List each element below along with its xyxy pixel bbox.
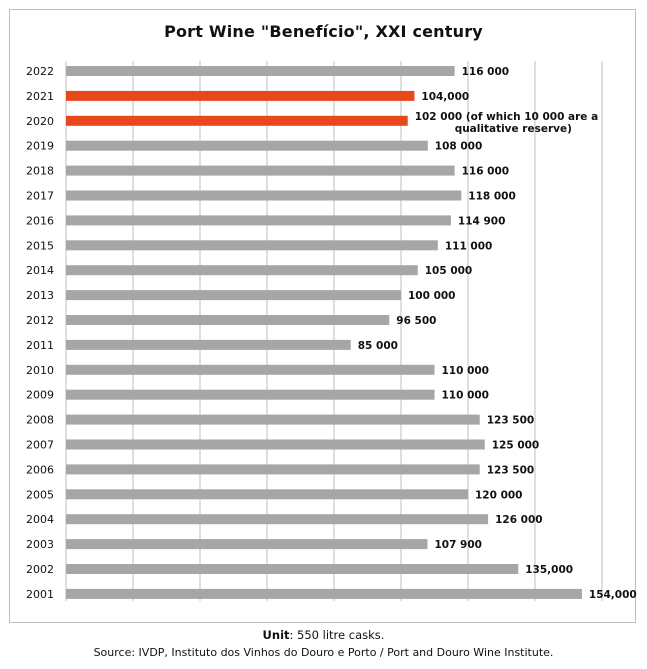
data-label: 126 000 <box>495 514 542 526</box>
bar-2002 <box>66 564 519 574</box>
data-label: 135,000 <box>525 564 573 576</box>
data-label: 116 000 <box>462 66 510 78</box>
category-label: 2006 <box>26 463 54 476</box>
data-label: 111 000 <box>445 240 493 252</box>
category-label: 2020 <box>26 115 54 128</box>
bar-2005 <box>66 489 468 500</box>
bar-2011 <box>66 339 351 350</box>
bar-2009 <box>66 389 435 400</box>
data-label: 123 500 <box>487 464 534 476</box>
data-label: 116 000 <box>462 166 510 178</box>
bar-2004 <box>66 514 489 525</box>
category-label: 2003 <box>26 538 54 551</box>
category-label: 2005 <box>26 488 54 501</box>
bar-2015 <box>66 240 438 251</box>
category-label: 2008 <box>26 414 54 427</box>
category-label: 2022 <box>26 65 54 78</box>
category-label: 2018 <box>26 165 54 178</box>
category-label: 2002 <box>26 563 54 576</box>
category-label: 2015 <box>26 239 54 252</box>
bar-2001 <box>66 588 582 599</box>
bar-2013 <box>66 290 401 301</box>
category-label: 2011 <box>26 339 54 352</box>
unit-text: : 550 litre casks. <box>289 628 385 642</box>
data-label: 107 900 <box>434 539 482 551</box>
bar-2020 <box>66 115 408 126</box>
unit-note: Unit: 550 litre casks. <box>0 628 647 642</box>
bar-2012 <box>66 315 390 325</box>
category-label: 2009 <box>26 389 54 402</box>
chart-title: Port Wine "Benefício", XXI century <box>164 22 483 41</box>
data-label: 125 000 <box>492 440 540 452</box>
category-label: 2010 <box>26 364 54 377</box>
data-label: 110 000 <box>442 390 490 402</box>
data-label: 108 000 <box>435 141 483 153</box>
bar-2019 <box>66 140 428 151</box>
bar-2003 <box>66 539 428 550</box>
category-label: 2017 <box>26 190 54 203</box>
category-label: 2013 <box>26 289 54 302</box>
bar-2021 <box>66 90 415 101</box>
source-note: Source: IVDP, Instituto dos Vinhos do Do… <box>93 646 554 659</box>
unit-label: Unit <box>262 628 290 642</box>
data-label: 123 500 <box>487 415 534 427</box>
category-label: 2001 <box>26 588 54 601</box>
data-label: 100 000 <box>408 290 456 302</box>
bar-2022 <box>66 66 455 76</box>
data-label: 96 500 <box>396 315 436 327</box>
bar-2007 <box>66 439 485 450</box>
data-label: 104,000 <box>421 91 469 103</box>
category-label: 2014 <box>26 264 54 277</box>
bar-2008 <box>66 414 480 425</box>
category-label: 2012 <box>26 314 54 327</box>
category-label: 2016 <box>26 214 54 227</box>
category-label: 2021 <box>26 90 54 103</box>
bar-2010 <box>66 364 435 375</box>
data-label: 154,000 <box>589 589 637 601</box>
bar-2006 <box>66 464 480 475</box>
bar-2017 <box>66 190 462 201</box>
category-label: 2007 <box>26 439 54 452</box>
data-label: 85 000 <box>358 340 398 352</box>
data-label: 118 000 <box>468 191 516 203</box>
data-label: 105 000 <box>425 265 473 277</box>
bar-2014 <box>66 265 418 276</box>
category-label: 2004 <box>26 513 54 526</box>
data-label: 110 000 <box>442 365 490 377</box>
bar-2016 <box>66 215 451 226</box>
data-label: 114 900 <box>458 215 506 227</box>
data-label: 102 000 (of which 10 000 are a qualitativ… <box>415 111 598 135</box>
data-label: 120 000 <box>475 489 523 501</box>
category-label: 2019 <box>26 140 54 153</box>
bar-2018 <box>66 165 455 176</box>
